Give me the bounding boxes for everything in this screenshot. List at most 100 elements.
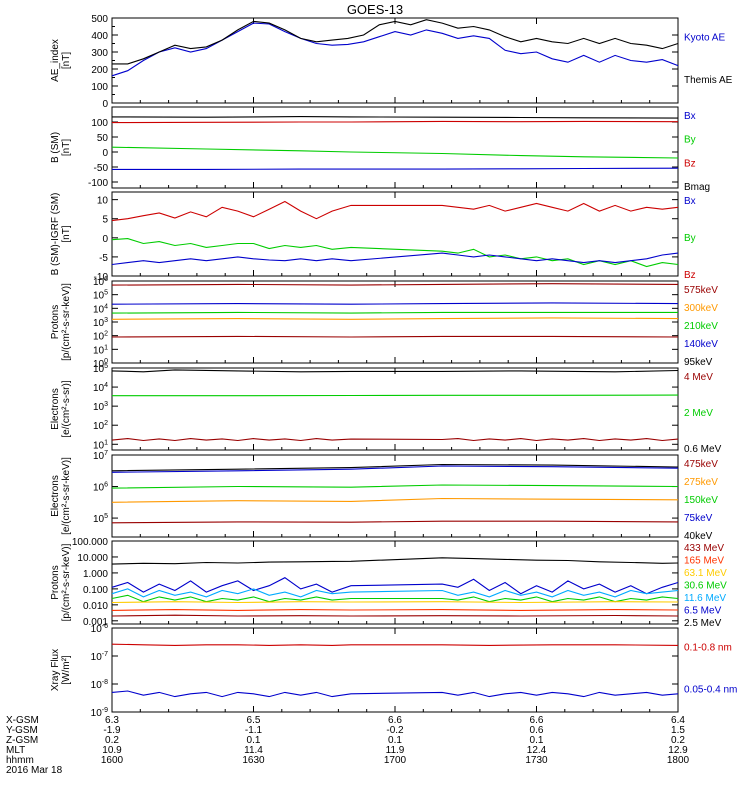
- series-line-bz: [111, 200, 679, 222]
- ephemeris-value: 10.9: [102, 745, 122, 756]
- series-line-bz: [111, 120, 679, 124]
- y-tick-label: 102: [93, 331, 108, 343]
- y-tick-label: 0.100: [83, 585, 108, 596]
- series-line-by: [111, 146, 679, 159]
- panel-frame: [111, 367, 679, 451]
- series-line-by: [111, 238, 679, 268]
- panel-frame: [111, 627, 679, 713]
- y-tick-label: 102: [93, 420, 108, 432]
- legend-label: 95keV: [684, 357, 713, 368]
- series-line-kyoto-ae: [111, 22, 679, 77]
- ephemeris-value: 1.5: [671, 725, 685, 736]
- series-line-433-mev: [111, 614, 679, 617]
- legend-label: 6.5 MeV: [684, 606, 722, 617]
- ephemeris-value: -1.1: [245, 725, 263, 736]
- plot-title: GOES-13: [347, 2, 403, 17]
- series-line-4-mev: [111, 438, 679, 442]
- y-tick-label: 400: [91, 31, 108, 42]
- plot-date: 2016 Mar 18: [6, 765, 63, 776]
- legend-label: 0.6 MeV: [684, 444, 722, 455]
- y-tick-label: 101: [93, 439, 108, 451]
- ephemeris-row-label: Z-GSM: [6, 735, 38, 746]
- legend-label: Bz: [684, 270, 696, 281]
- ephemeris-value: 6.5: [247, 715, 261, 726]
- y-tick-label: 0.010: [83, 601, 108, 612]
- y-tick-label: 0: [102, 234, 108, 245]
- legend-label: 0.1-0.8 nm: [684, 642, 732, 653]
- series-line-2-5-mev: [111, 557, 679, 565]
- ephemeris-value: 0.1: [388, 735, 402, 746]
- legend-label: 2.5 MeV: [684, 618, 722, 629]
- ephemeris-value: 1800: [667, 755, 690, 766]
- legend-label: 300keV: [684, 303, 718, 314]
- y-axis-label: Protons[p/(cm²-s-sr-keV)]: [50, 543, 72, 621]
- ephemeris-value: 11.4: [244, 745, 263, 756]
- legend-label: 63.1 MeV: [684, 568, 727, 579]
- series-line-0-05-0-4-nm: [111, 690, 679, 698]
- legend-label: 165 MeV: [684, 556, 724, 567]
- legend-label: 2 MeV: [684, 408, 713, 419]
- y-tick-label: 105: [93, 513, 108, 525]
- y-tick-label: 0: [102, 148, 108, 159]
- panel-protons_hi: 0.001 0.010 0.100 1.000 10.000 100.000Protons…: [50, 537, 727, 629]
- series-line-150kev: [111, 484, 679, 489]
- series-line-11-6-mev: [111, 588, 679, 598]
- y-tick-label: -50: [94, 163, 109, 174]
- y-tick-label: 105: [93, 290, 108, 302]
- legend-label: Bmag: [684, 182, 710, 193]
- legend-label: Themis AE: [684, 75, 733, 86]
- legend-label: 210keV: [684, 321, 718, 332]
- legend-label: Kyoto AE: [684, 33, 725, 44]
- y-tick-label: 104: [93, 303, 108, 315]
- ephemeris-row-label: X-GSM: [6, 715, 39, 726]
- y-tick-label: 1.000: [83, 569, 108, 580]
- ephemeris-value: 6.6: [388, 715, 402, 726]
- y-tick-label: 100.000: [72, 537, 109, 548]
- panel-frame: [111, 191, 679, 277]
- legend-label: 30.6 MeV: [684, 581, 727, 592]
- ephemeris-value: 1600: [101, 755, 124, 766]
- series-line-themis-ae: [112, 19, 679, 65]
- y-tick-label: 100: [91, 118, 108, 129]
- ephemeris-value: 6.6: [530, 715, 544, 726]
- series-line-2-mev: [112, 394, 679, 397]
- ephemeris-value: -0.2: [386, 725, 404, 736]
- y-tick-label: -5: [99, 253, 108, 264]
- legend-label: 575keV: [684, 285, 718, 296]
- y-tick-label: -10: [94, 272, 109, 283]
- legend-label: By: [684, 233, 696, 244]
- ephemeris-value: 1630: [242, 755, 265, 766]
- series-line-300kev: [111, 302, 679, 305]
- ephemeris-value: 11.9: [386, 745, 405, 756]
- y-tick-label: 10-9: [91, 707, 108, 719]
- y-tick-label: 10: [97, 196, 109, 207]
- y-tick-label: 200: [91, 65, 108, 76]
- panel-b_sm: -100 -50 0 50 100 B (SM)[nT] Bx By Bz Bmag: [50, 106, 710, 193]
- series-line-140kev: [111, 317, 679, 320]
- series-line-30-6-mev: [111, 594, 679, 603]
- y-tick-label: 107: [93, 450, 108, 462]
- y-tick-label: 104: [93, 382, 108, 394]
- legend-label: 275keV: [684, 477, 718, 488]
- legend-label: By: [684, 135, 696, 146]
- legend-label: 11.6 MeV: [684, 593, 726, 604]
- x-axis-ephemeris: X-GSM 6.3 6.5 6.6 6.6 6.4 Y-GSM -1.9 -1.1 -0.2 0.6…: [6, 715, 690, 776]
- ephemeris-value: 0.6: [530, 725, 544, 736]
- y-tick-label: 5: [102, 215, 108, 226]
- panel-frame: [111, 280, 679, 364]
- legend-label: Bz: [684, 158, 696, 169]
- series-line-40kev: [111, 463, 679, 472]
- ephemeris-row-label: hhmm: [6, 755, 34, 766]
- ephemeris-row-label: MLT: [6, 745, 25, 756]
- y-tick-label: 10.000: [77, 553, 108, 564]
- legend-label: 475keV: [684, 459, 718, 470]
- y-axis-label: Xray Flux[W/m²]: [50, 649, 72, 691]
- y-tick-label: 300: [91, 48, 108, 59]
- y-tick-label: 100: [93, 358, 108, 370]
- ephemeris-value: 0.2: [671, 735, 685, 746]
- legend-label: 75keV: [684, 513, 713, 524]
- series-line-0-1-0-8-nm: [111, 643, 679, 646]
- y-axis-label: B (SM)[nT]: [50, 132, 72, 163]
